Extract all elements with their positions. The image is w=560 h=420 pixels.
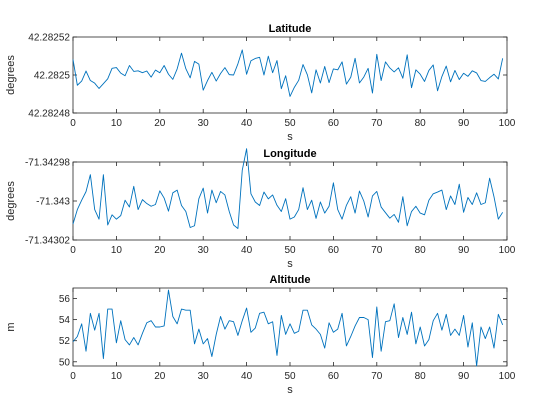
x-tick-label: 10 <box>111 118 123 129</box>
x-tick-label: 100 <box>499 118 516 129</box>
y-tick-label: 56 <box>59 294 71 305</box>
x-tick-label: 100 <box>499 371 516 382</box>
y-axis-label: degrees <box>5 181 17 221</box>
x-tick-label: 30 <box>198 371 210 382</box>
chart-title: Latitude <box>269 23 312 35</box>
x-tick-label: 30 <box>198 118 210 129</box>
x-tick-label: 10 <box>111 245 123 256</box>
y-tick-label: 52 <box>59 336 71 347</box>
x-tick-label: 40 <box>241 371 253 382</box>
x-tick-label: 20 <box>154 118 166 129</box>
subplot-latitude: 0 10 20 30 40 50 60 70 80 90 100 42.28248 42.2825 42.… <box>5 23 516 143</box>
x-tick-label: 100 <box>499 245 516 256</box>
x-tick-label: 50 <box>284 245 296 256</box>
x-tick-label: 50 <box>284 118 296 129</box>
y-tick-label: 54 <box>59 315 71 326</box>
x-axis-label: s <box>287 258 293 270</box>
longitude-series-line <box>72 148 504 229</box>
subplot-longitude: 0 10 20 30 40 50 60 70 80 90 100 -71.34302 -71.343 -7… <box>5 148 516 270</box>
y-tick-label: 42.28252 <box>28 33 70 44</box>
x-tick-label: 20 <box>154 371 166 382</box>
x-tick-label: 0 <box>70 245 76 256</box>
x-tick-label: 80 <box>415 118 427 129</box>
x-tick-label: 70 <box>371 245 383 256</box>
y-tick-label: -71.343 <box>36 197 70 208</box>
latitude-axes-frame <box>72 36 508 114</box>
x-tick-label: 60 <box>328 118 340 129</box>
x-tick-label: 20 <box>154 245 166 256</box>
x-tick-label: 60 <box>328 371 340 382</box>
x-tick-label: 90 <box>458 371 470 382</box>
x-axis-label: s <box>287 131 293 143</box>
x-tick-label: 40 <box>241 118 253 129</box>
x-tick-label: 0 <box>70 371 76 382</box>
x-tick-label: 80 <box>415 371 427 382</box>
x-tick-label: 10 <box>111 371 123 382</box>
y-tick-label: 42.2825 <box>34 71 71 82</box>
x-tick-label: 70 <box>371 118 383 129</box>
x-tick-label: 40 <box>241 245 253 256</box>
y-tick-label: 50 <box>59 357 71 368</box>
x-tick-label: 90 <box>458 245 470 256</box>
x-tick-label: 60 <box>328 245 340 256</box>
y-tick-label: -71.34302 <box>25 236 70 247</box>
x-tick-label: 30 <box>198 245 210 256</box>
y-axis-label: degrees <box>5 55 17 95</box>
x-tick-label: 80 <box>415 245 427 256</box>
subplot-altitude: 0 10 20 30 40 50 60 70 80 90 100 50 52 54 56 Altitude s m <box>5 274 516 396</box>
x-axis-label: s <box>287 384 293 396</box>
x-tick-label: 90 <box>458 118 470 129</box>
altitude-axes-frame <box>72 287 508 367</box>
chart-title: Altitude <box>270 274 311 286</box>
x-tick-label: 0 <box>70 118 76 129</box>
x-tick-label: 50 <box>284 371 296 382</box>
y-axis-label: m <box>5 322 17 331</box>
y-tick-label: -71.34298 <box>25 158 70 169</box>
altitude-series-line <box>72 289 504 367</box>
longitude-axes-frame <box>72 161 508 241</box>
latitude-series-line <box>72 49 504 97</box>
x-tick-label: 70 <box>371 371 383 382</box>
chart-title: Longitude <box>263 148 316 160</box>
y-tick-label: 42.28248 <box>28 109 70 120</box>
